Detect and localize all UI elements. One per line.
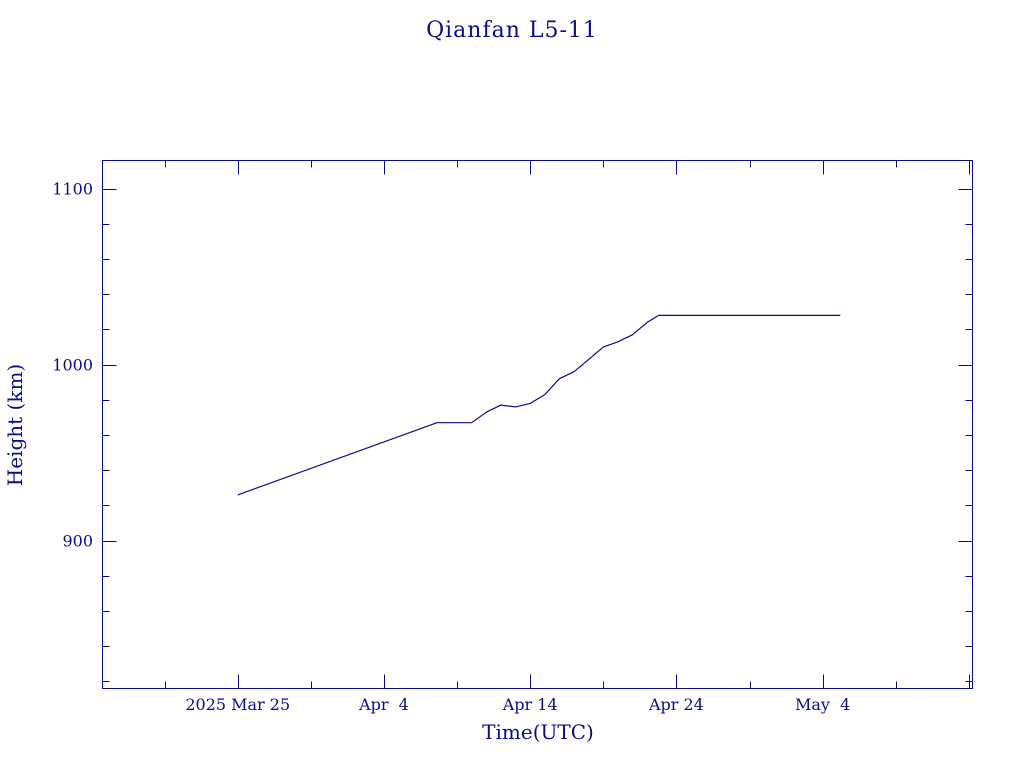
plot-frame: [102, 160, 973, 689]
y-tick-label: 900: [62, 532, 93, 551]
axis-ticks: [102, 160, 973, 689]
x-tick-label: Apr 24: [648, 695, 704, 714]
x-axis-label: Time(UTC): [482, 720, 594, 744]
height-series-line: [237, 314, 841, 496]
y-axis-label: Height (km): [3, 364, 27, 486]
y-tick-label: 1000: [52, 356, 93, 375]
chart-title: Qianfan L5-11: [426, 18, 598, 43]
y-tick-label: 1100: [52, 180, 93, 199]
x-tick-label: Apr 4: [358, 695, 409, 714]
x-tick-label: May 4: [795, 695, 850, 714]
series-layer: [237, 314, 841, 496]
x-tick-label: Apr 14: [502, 695, 558, 714]
x-tick-label: 2025 Mar 25: [185, 695, 290, 714]
tick-labels: 900 1000 1100 2025 Mar 25 Apr 4 Apr 14 Apr 24 M…: [52, 180, 850, 714]
